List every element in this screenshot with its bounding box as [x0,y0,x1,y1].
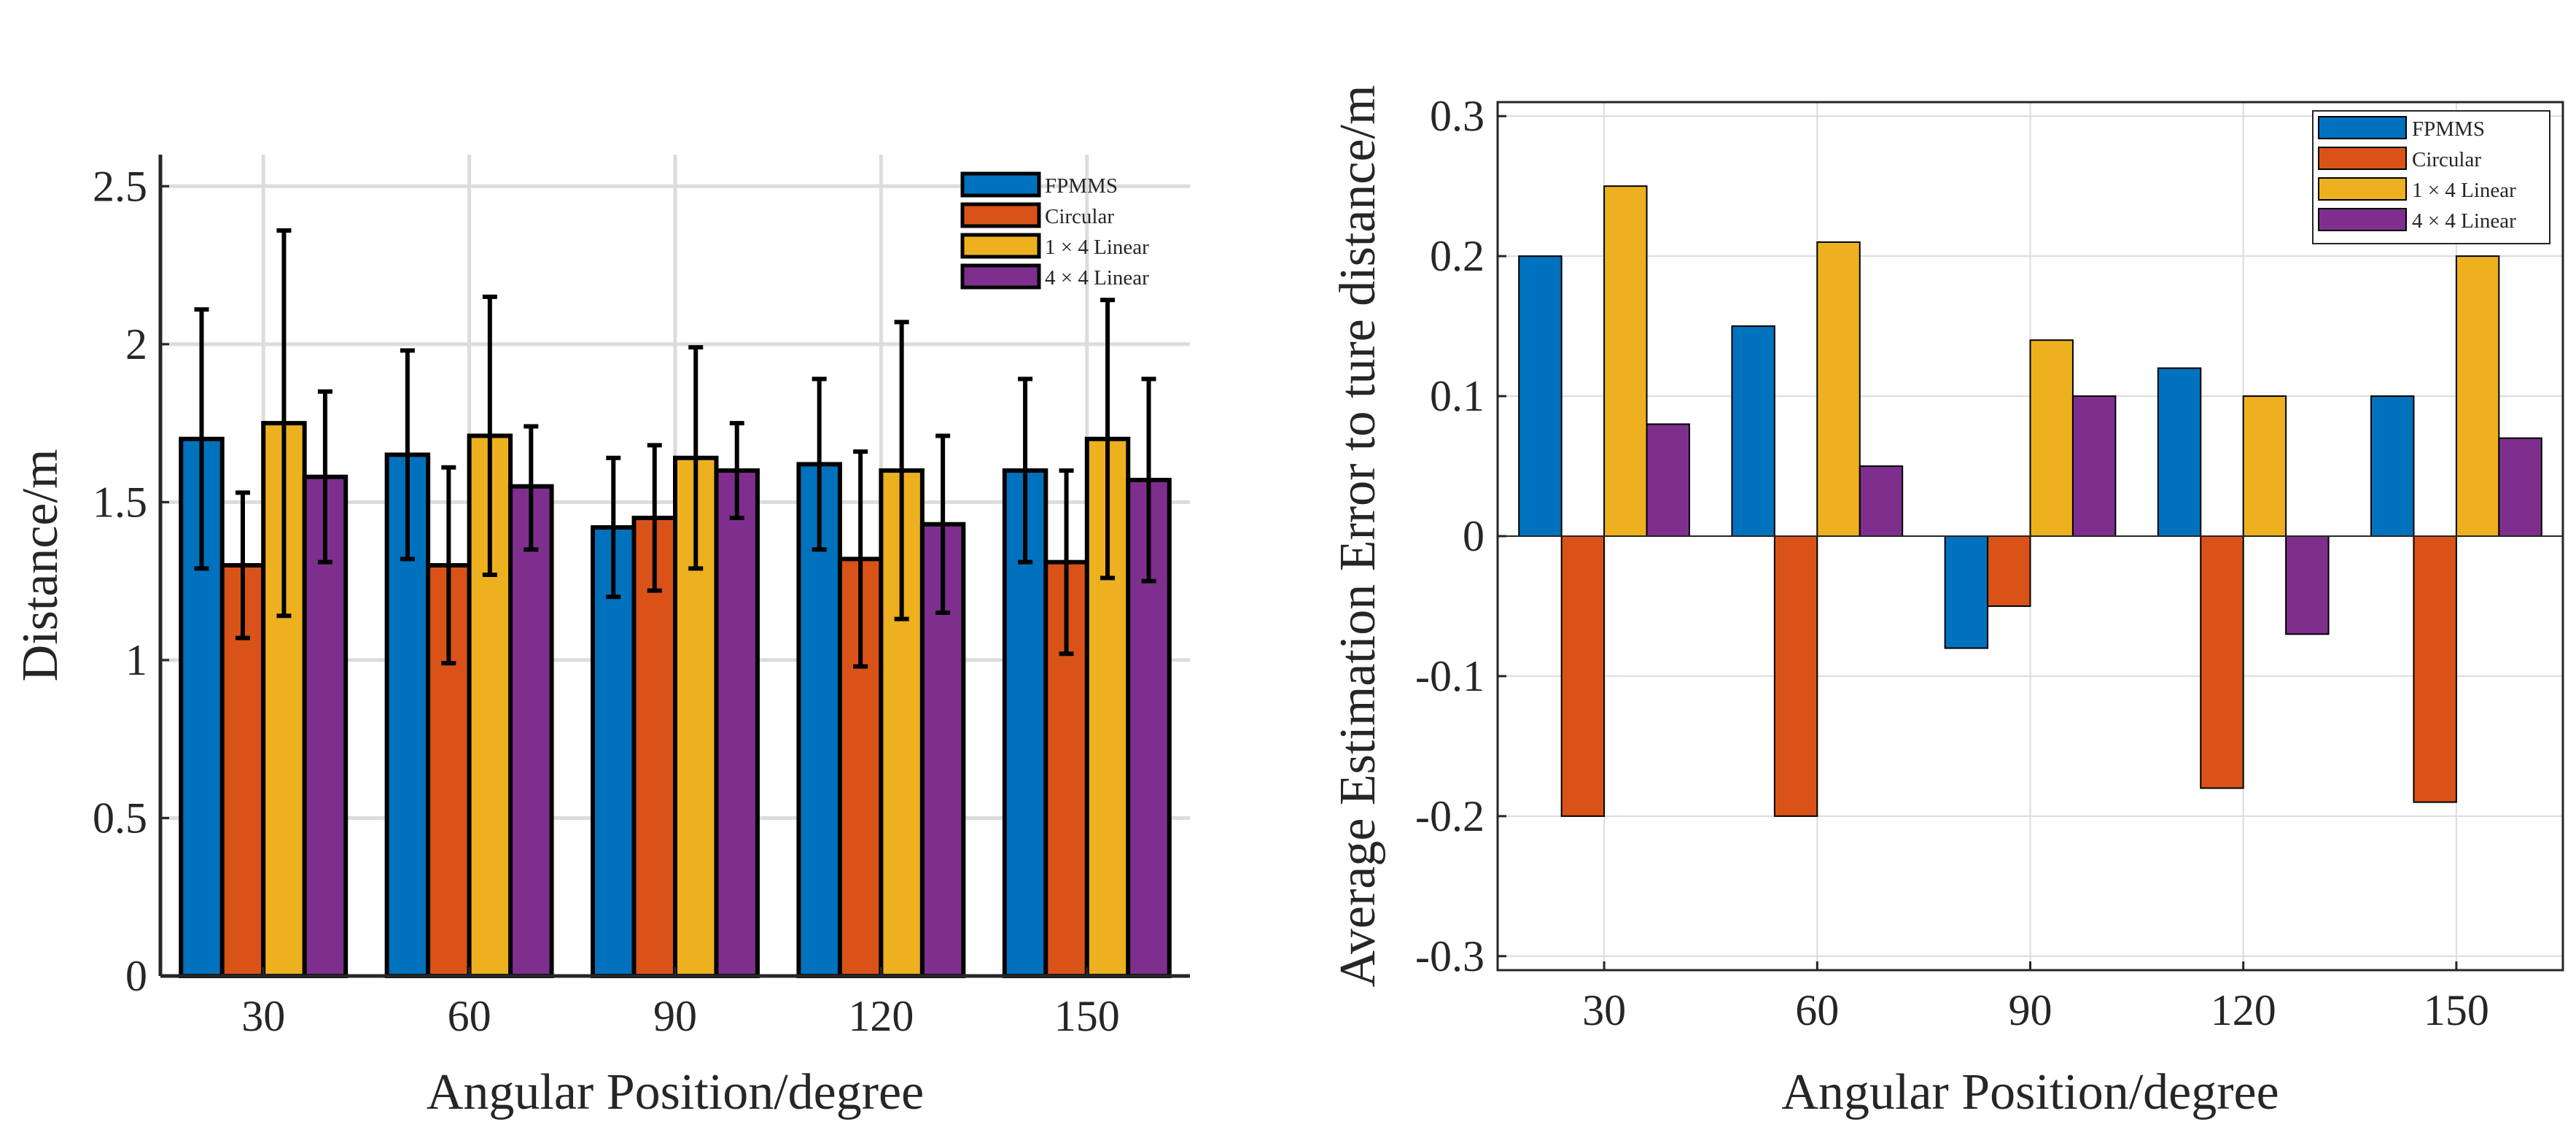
y-tick-label: 0.1 [1430,372,1484,420]
error-bar [606,455,621,600]
error-chart-svg: -0.3 -0.2 -0.1 0 0.1 0.2 0.3 30 60 90 120 150 Angula… [1330,85,2564,1120]
legend: FPMMS Circular 1 × 4 Linear 4 × 4 Linear [960,171,1149,290]
error-bar [1100,298,1116,581]
bars [179,228,1172,978]
y-tick-label: 0 [1463,512,1484,560]
error-bar [524,424,539,552]
bar-4-4-linear-60 [1859,465,1904,538]
distance-chart-svg: 0 0.5 1 1.5 2 2.5 30 60 90 120 150 Angular Position… [12,155,1190,1120]
bar-4-4-linear-90 [714,468,760,978]
legend-swatch [960,202,1041,228]
y-tick-label: 0.5 [93,794,147,842]
y-tick-label: -0.2 [1415,792,1484,840]
error-bar [1018,376,1033,565]
error-bar [1059,468,1074,656]
bar-fpmms-30 [1518,255,1563,537]
bar-circular-60 [1773,535,1818,817]
legend-label: 1 × 4 Linear [2412,179,2516,202]
error-bar [853,449,868,669]
bar-1-4-linear-30 [1603,185,1648,537]
bar-circular-90 [631,516,678,978]
x-tick-label: 90 [2009,986,2052,1034]
legend-swatch [960,233,1041,259]
x-tick-label: 90 [653,992,697,1040]
x-tick-label: 60 [448,992,491,1040]
bar-4-4-linear-60 [508,484,554,978]
bar-circular-150 [2413,535,2457,803]
bars [1518,185,2542,817]
error-bar [894,319,909,621]
bar-circular-30 [1560,535,1606,817]
y-tick-label: 1 [125,636,147,684]
x-tick-label: 30 [1582,986,1626,1034]
error-bar [482,294,497,577]
bar-fpmms-150 [2370,395,2415,537]
bar-fpmms-60 [1731,325,1775,537]
x-tick-label: 150 [2424,986,2489,1034]
y-tick-label: 0 [125,952,147,1000]
estimation-error-bar-chart: -0.3 -0.2 -0.1 0 0.1 0.2 0.3 30 60 90 120 150 Angula… [1269,0,2576,1131]
y-tick-label: 2.5 [93,162,147,210]
legend-swatch [960,263,1041,290]
x-tick-label: 150 [1054,992,1120,1040]
y-axis-label: Average Estimation Error to ture distanc… [1330,85,1386,988]
bar-circular-90 [1987,535,2031,607]
bar-fpmms-120 [2157,367,2202,538]
legend-label: Circular [2412,148,2481,171]
bar-4-4-linear-120 [2285,535,2330,635]
distance-bar-chart: 0 0.5 1 1.5 2 2.5 30 60 90 120 150 Angular Position… [0,0,1269,1131]
x-tick-label: 120 [2211,986,2276,1034]
axes: 0 0.5 1 1.5 2 2.5 30 60 90 120 150 Angular Position… [12,155,1190,1120]
error-bar [1141,376,1156,584]
y-axis-label: Distance/m [12,449,69,682]
legend-swatch [2318,116,2407,139]
x-tick-label: 30 [241,992,285,1040]
error-bar [400,348,415,562]
error-bar [441,465,456,666]
error-bar [235,490,250,640]
error-bar [688,345,704,571]
y-tick-label: 2 [125,320,147,368]
y-tick-label: -0.1 [1415,652,1484,700]
bar-fpmms-90 [1944,535,1989,649]
legend-label: 4 × 4 Linear [1045,266,1149,290]
bar-1-4-linear-60 [1816,241,1861,537]
legend-label: FPMMS [2412,117,2485,141]
error-bar [647,443,662,593]
error-bar [194,307,209,571]
y-tick-label: 0.2 [1430,232,1484,280]
legend-swatch [2318,208,2407,231]
y-tick-label: 1.5 [93,478,147,526]
error-bar [935,433,951,615]
error-bar [317,389,332,565]
legend-swatch [2318,147,2407,170]
bar-1-4-linear-120 [2242,395,2287,537]
legend-label: 4 × 4 Linear [2412,209,2516,233]
bar-4-4-linear-150 [2498,437,2542,537]
bar-1-4-linear-90 [2029,339,2074,537]
legend-label: Circular [1045,205,1114,228]
axes: -0.3 -0.2 -0.1 0 0.1 0.2 0.3 30 60 90 120 150 Angula… [1330,85,2564,1120]
legend-swatch [2318,177,2407,201]
bar-4-4-linear-90 [2071,395,2117,537]
bar-1-4-linear-150 [2455,255,2500,537]
legend-swatch [960,171,1041,198]
error-bar [729,421,744,521]
error-bar [812,376,827,552]
y-tick-label: 0.3 [1430,92,1484,140]
bar-circular-120 [2200,535,2244,789]
x-axis-label: Angular Position/degree [1781,1064,2279,1120]
error-bar [276,228,292,619]
x-tick-label: 60 [1795,986,1839,1034]
y-tick-label: -0.3 [1415,932,1484,980]
legend-label: FPMMS [1045,174,1118,198]
bar-4-4-linear-30 [1646,423,1690,537]
x-tick-label: 120 [848,992,914,1040]
legend-label: 1 × 4 Linear [1045,236,1149,259]
legend: FPMMS Circular 1 × 4 Linear 4 × 4 Linear [2312,110,2550,244]
x-axis-label: Angular Position/degree [427,1064,924,1120]
